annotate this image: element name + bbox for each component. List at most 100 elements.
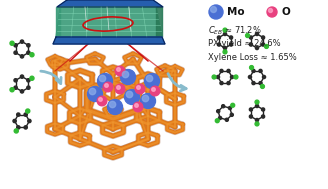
- Circle shape: [105, 84, 108, 87]
- Circle shape: [217, 110, 220, 113]
- Circle shape: [256, 33, 258, 36]
- Circle shape: [255, 100, 259, 104]
- Circle shape: [248, 75, 252, 79]
- Circle shape: [120, 70, 135, 84]
- Circle shape: [216, 75, 219, 79]
- Circle shape: [230, 43, 233, 46]
- Circle shape: [215, 119, 219, 123]
- Circle shape: [24, 126, 27, 129]
- Circle shape: [267, 7, 277, 17]
- Polygon shape: [56, 7, 162, 37]
- Polygon shape: [53, 37, 165, 44]
- Circle shape: [223, 33, 227, 36]
- Circle shape: [117, 86, 120, 89]
- Circle shape: [26, 109, 30, 113]
- Circle shape: [99, 75, 106, 82]
- Circle shape: [14, 129, 18, 133]
- Circle shape: [264, 45, 268, 48]
- Circle shape: [218, 116, 222, 119]
- Circle shape: [249, 115, 253, 118]
- Circle shape: [10, 41, 14, 45]
- Circle shape: [249, 36, 253, 39]
- Circle shape: [27, 79, 30, 82]
- Circle shape: [223, 46, 227, 50]
- Circle shape: [88, 87, 102, 101]
- Circle shape: [17, 113, 20, 116]
- Circle shape: [256, 104, 258, 108]
- Circle shape: [261, 43, 265, 46]
- Circle shape: [135, 84, 145, 94]
- Circle shape: [30, 76, 34, 80]
- Circle shape: [14, 79, 17, 82]
- Circle shape: [14, 86, 17, 89]
- Circle shape: [109, 101, 116, 108]
- Circle shape: [27, 51, 30, 54]
- Circle shape: [30, 53, 34, 57]
- Circle shape: [250, 66, 254, 70]
- Circle shape: [260, 84, 264, 88]
- Text: $C_{EB}$ ≈ 71.2%: $C_{EB}$ ≈ 71.2%: [208, 25, 262, 37]
- Circle shape: [217, 36, 220, 39]
- Polygon shape: [56, 7, 60, 37]
- Polygon shape: [57, 0, 163, 7]
- Circle shape: [142, 95, 149, 102]
- Circle shape: [14, 51, 17, 54]
- Circle shape: [230, 36, 233, 39]
- Circle shape: [145, 74, 159, 88]
- Circle shape: [261, 115, 265, 118]
- Circle shape: [27, 44, 30, 47]
- Circle shape: [234, 75, 238, 79]
- Circle shape: [14, 44, 17, 47]
- Circle shape: [28, 119, 31, 123]
- Circle shape: [20, 40, 24, 43]
- Text: Mo: Mo: [227, 7, 245, 17]
- Circle shape: [27, 86, 30, 89]
- Circle shape: [252, 69, 255, 72]
- Text: Xylene Loss ≈ 1.65%: Xylene Loss ≈ 1.65%: [208, 53, 297, 61]
- Circle shape: [256, 46, 258, 50]
- Circle shape: [222, 105, 225, 108]
- Circle shape: [220, 69, 223, 72]
- Circle shape: [97, 74, 113, 88]
- Circle shape: [223, 50, 227, 54]
- Text: O: O: [281, 7, 290, 17]
- Circle shape: [259, 81, 262, 85]
- Circle shape: [10, 88, 14, 92]
- Circle shape: [249, 108, 253, 111]
- Circle shape: [262, 75, 266, 79]
- Circle shape: [103, 82, 113, 92]
- Circle shape: [115, 66, 125, 76]
- Circle shape: [269, 9, 273, 12]
- Circle shape: [246, 34, 250, 37]
- Circle shape: [140, 94, 155, 108]
- Text: PX yield ≈ 24.6%: PX yield ≈ 24.6%: [208, 40, 281, 49]
- Circle shape: [209, 5, 223, 19]
- Circle shape: [227, 69, 230, 72]
- Circle shape: [89, 88, 96, 95]
- Circle shape: [225, 118, 228, 121]
- Circle shape: [17, 126, 20, 129]
- Circle shape: [212, 75, 216, 79]
- Circle shape: [255, 122, 259, 126]
- Circle shape: [256, 119, 258, 122]
- Circle shape: [230, 113, 233, 116]
- Circle shape: [231, 103, 235, 107]
- Circle shape: [20, 90, 24, 93]
- Circle shape: [13, 119, 16, 123]
- Circle shape: [115, 84, 125, 94]
- Circle shape: [249, 43, 253, 46]
- Circle shape: [227, 81, 230, 85]
- Circle shape: [261, 108, 265, 111]
- Circle shape: [24, 113, 27, 116]
- Circle shape: [231, 75, 234, 79]
- Circle shape: [117, 68, 120, 71]
- Circle shape: [20, 55, 24, 58]
- Circle shape: [135, 104, 138, 107]
- Circle shape: [150, 86, 160, 96]
- Circle shape: [122, 71, 129, 78]
- Circle shape: [20, 75, 24, 78]
- Circle shape: [223, 28, 227, 32]
- Circle shape: [220, 81, 223, 85]
- Circle shape: [99, 98, 102, 101]
- Circle shape: [108, 99, 122, 115]
